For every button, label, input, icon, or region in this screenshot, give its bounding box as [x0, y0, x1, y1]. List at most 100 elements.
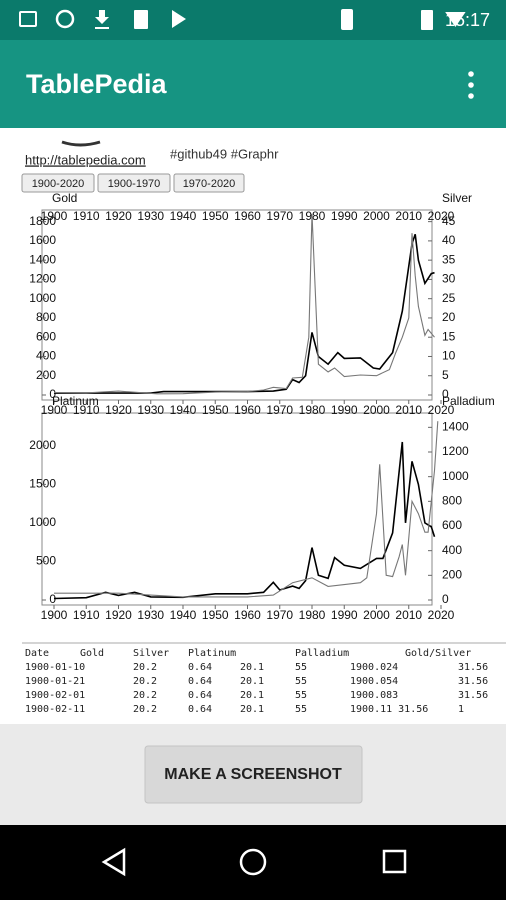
table-cell: 0.64: [188, 676, 212, 687]
table-cell: 20.1: [240, 662, 264, 673]
table-cell: 20.2: [133, 704, 157, 715]
table-cell: 20.1: [240, 690, 264, 701]
x-tick-label: 2020: [428, 403, 455, 417]
series-line: [54, 421, 439, 598]
series-line: [53, 213, 435, 395]
table-header: Gold: [80, 648, 104, 659]
y-tick-label: 0: [49, 387, 56, 401]
y-tick-label: 1200: [29, 272, 56, 286]
y-tick-label: 1400: [29, 252, 56, 266]
range-button[interactable]: [173, 173, 245, 193]
y2-tick-label: 1000: [442, 469, 469, 483]
y-tick-label: 2000: [29, 438, 56, 452]
range-button-label: 1900-2020: [32, 178, 85, 190]
table-cell: 20.2: [133, 676, 157, 687]
overflow-menu[interactable]: [468, 71, 474, 99]
x-tick-label: 2010: [395, 403, 422, 417]
y2-axis-title: Palladium: [442, 394, 495, 408]
x-tick-label: 1950: [202, 209, 229, 223]
table-cell: 20.2: [133, 690, 157, 701]
y-tick-label: 1800: [29, 214, 56, 228]
x-tick-label: 2010: [395, 209, 422, 223]
x-tick-label: 1930: [137, 209, 164, 223]
table-header: Palladium: [295, 648, 349, 659]
table-cell: 0.64: [188, 662, 212, 673]
tags: #github49 #Graphr: [170, 146, 279, 161]
y-tick-label: 600: [36, 329, 56, 343]
x-tick-label: 2020: [428, 209, 455, 223]
app-title: TablePedia: [26, 69, 168, 99]
x-tick-label: 1900: [41, 403, 68, 417]
table-cell: 20.1: [240, 676, 264, 687]
table-cell: 55: [295, 676, 307, 687]
y2-tick-label: 600: [442, 518, 462, 532]
series-line: [53, 441, 436, 600]
back-button[interactable]: [101, 847, 126, 877]
table-header: Silver: [133, 648, 169, 659]
x-tick-label: 1990: [331, 608, 358, 622]
app-bar: [0, 40, 506, 128]
y2-axis-title: Silver: [442, 191, 472, 205]
y-tick-label: 800: [36, 310, 56, 324]
table-cell: 55: [295, 662, 307, 673]
table-cell: 55: [295, 690, 307, 701]
x-tick-label: 1970: [266, 209, 293, 223]
x-tick-label: 1920: [105, 608, 132, 622]
x-tick-label: 1930: [137, 608, 164, 622]
y2-tick-label: 200: [442, 568, 462, 582]
x-tick-label: 1950: [202, 608, 229, 622]
x-tick-label: 2020: [428, 608, 455, 622]
table-header: Gold/Silver: [405, 648, 471, 659]
y2-tick-label: 0: [442, 592, 449, 606]
x-tick-label: 1970: [266, 403, 293, 417]
table-cell: 1900-02-11: [25, 704, 85, 715]
series-line: [54, 233, 435, 394]
table-cell: 1900.083: [350, 690, 398, 701]
x-tick-label: 1990: [331, 209, 358, 223]
x-tick-label: 2000: [363, 403, 390, 417]
clock: 15:17: [445, 10, 490, 30]
range-button[interactable]: [21, 173, 95, 193]
y-tick-label: 1500: [29, 477, 56, 491]
y-tick-label: 1000: [29, 515, 56, 529]
home-button[interactable]: [239, 848, 267, 876]
site-link[interactable]: http://tablepedia.com: [25, 152, 146, 167]
table-cell: 1900.024: [350, 662, 398, 673]
y-tick-label: 1000: [29, 291, 56, 305]
y2-tick-label: 1200: [442, 444, 469, 458]
recents-button[interactable]: [382, 849, 407, 874]
y2-tick-label: 1400: [442, 420, 469, 434]
x-tick-label: 1960: [234, 209, 261, 223]
table-cell: 1900-02-01: [25, 690, 85, 701]
chart-frame: [41, 209, 433, 401]
table-cell: 31.56: [458, 676, 488, 687]
x-tick-label: 1940: [170, 209, 197, 223]
x-tick-label: 1910: [73, 209, 100, 223]
x-tick-label: 1940: [170, 608, 197, 622]
y-tick-label: 400: [36, 349, 56, 363]
x-tick-label: 1980: [299, 608, 326, 622]
table-header: Date: [25, 648, 49, 659]
x-tick-label: 2010: [395, 608, 422, 622]
x-tick-label: 1930: [137, 403, 164, 417]
y2-tick-label: 15: [442, 329, 456, 343]
y2-tick-label: 30: [442, 272, 456, 286]
table-cell: 1900.054: [350, 676, 398, 687]
y-axis-title: Platinum: [52, 394, 99, 408]
table-cell: 1900.11 31.56: [350, 704, 428, 715]
range-button[interactable]: [97, 173, 171, 193]
range-button-label: 1970-2020: [183, 178, 236, 190]
x-tick-label: 1920: [105, 209, 132, 223]
x-tick-label: 1980: [299, 403, 326, 417]
screenshot-button[interactable]: [144, 745, 363, 804]
x-tick-label: 1900: [41, 608, 68, 622]
y2-tick-label: 0: [442, 387, 449, 401]
table-cell: 1900-01-21: [25, 676, 85, 687]
button-label: MAKE A SCREENSHOT: [164, 766, 342, 783]
status-icons: [19, 9, 466, 30]
table-cell: 31.56: [458, 690, 488, 701]
table-cell: 55: [295, 704, 307, 715]
x-tick-label: 2000: [363, 209, 390, 223]
